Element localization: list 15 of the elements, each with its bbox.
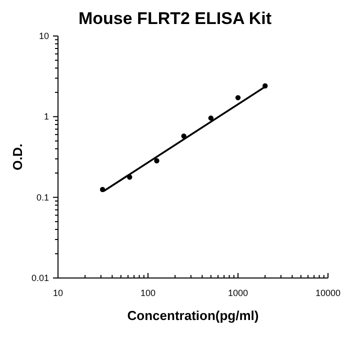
point	[235, 95, 241, 100]
point	[208, 115, 214, 121]
y-tick-label: 10	[38, 31, 49, 41]
y-axis-title: O.D.	[10, 144, 25, 170]
point	[181, 133, 186, 139]
x-tick-label: 1000	[228, 288, 248, 298]
y-tick-label: 0.1	[36, 192, 49, 202]
x-tick-label: 10	[52, 288, 64, 298]
x-tick-label: 100	[140, 288, 156, 298]
y-tick-label: 1	[44, 112, 49, 122]
chart-title: Mouse FLRT2 ELISA Kit	[78, 9, 272, 28]
x-axis-title: Concentration(pg/ml)	[127, 308, 259, 323]
point	[154, 158, 160, 164]
x-tick-label: 10000	[315, 288, 341, 298]
y-tick-label: 0.01	[31, 273, 49, 283]
